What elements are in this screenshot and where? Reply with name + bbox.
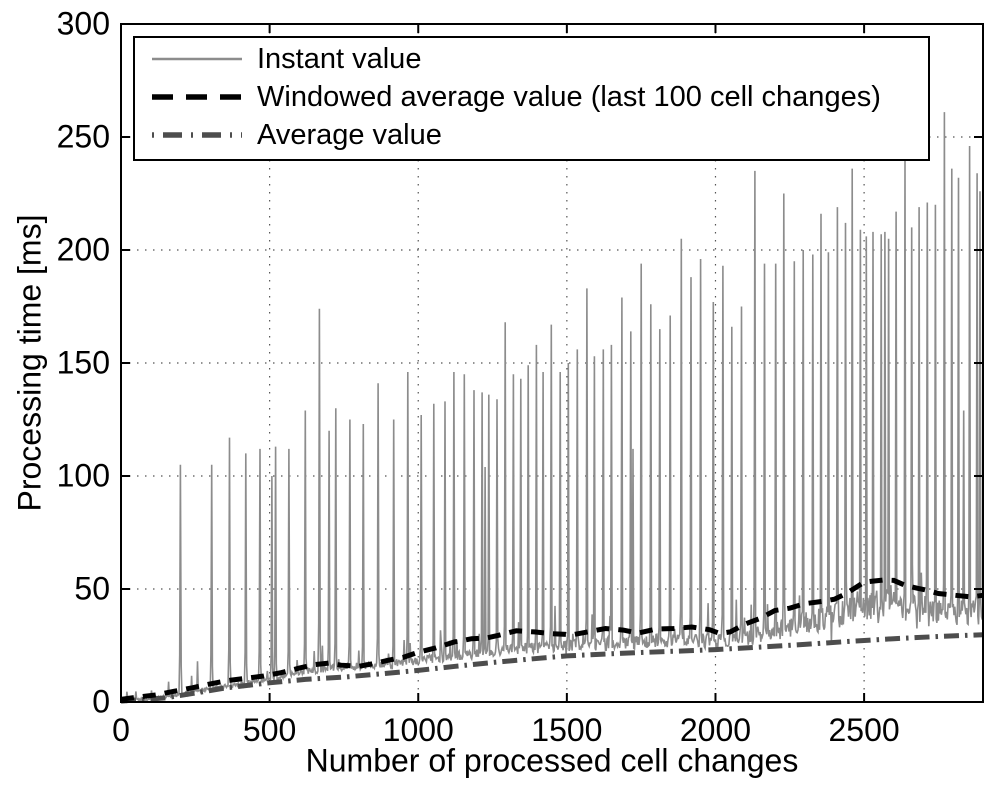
- instant-value-line: [120, 112, 984, 704]
- legend-item: Windowed average value (last 100 cell ch…: [149, 78, 928, 116]
- average-line-icon: [152, 132, 242, 138]
- legend-item-label: Instant value: [257, 42, 422, 75]
- legend-item: Average value: [149, 116, 928, 154]
- average-value-line: [120, 632, 984, 704]
- legend-item-label: Windowed average value (last 100 cell ch…: [257, 80, 881, 113]
- legend: Instant value Windowed average value (la…: [133, 36, 930, 161]
- instant-line-icon: [152, 57, 242, 61]
- legend-item: Instant value: [149, 40, 928, 78]
- windowed-average-line: [120, 577, 984, 702]
- windowed-average-line-icon: [152, 94, 242, 100]
- legend-item-label: Average value: [257, 118, 442, 151]
